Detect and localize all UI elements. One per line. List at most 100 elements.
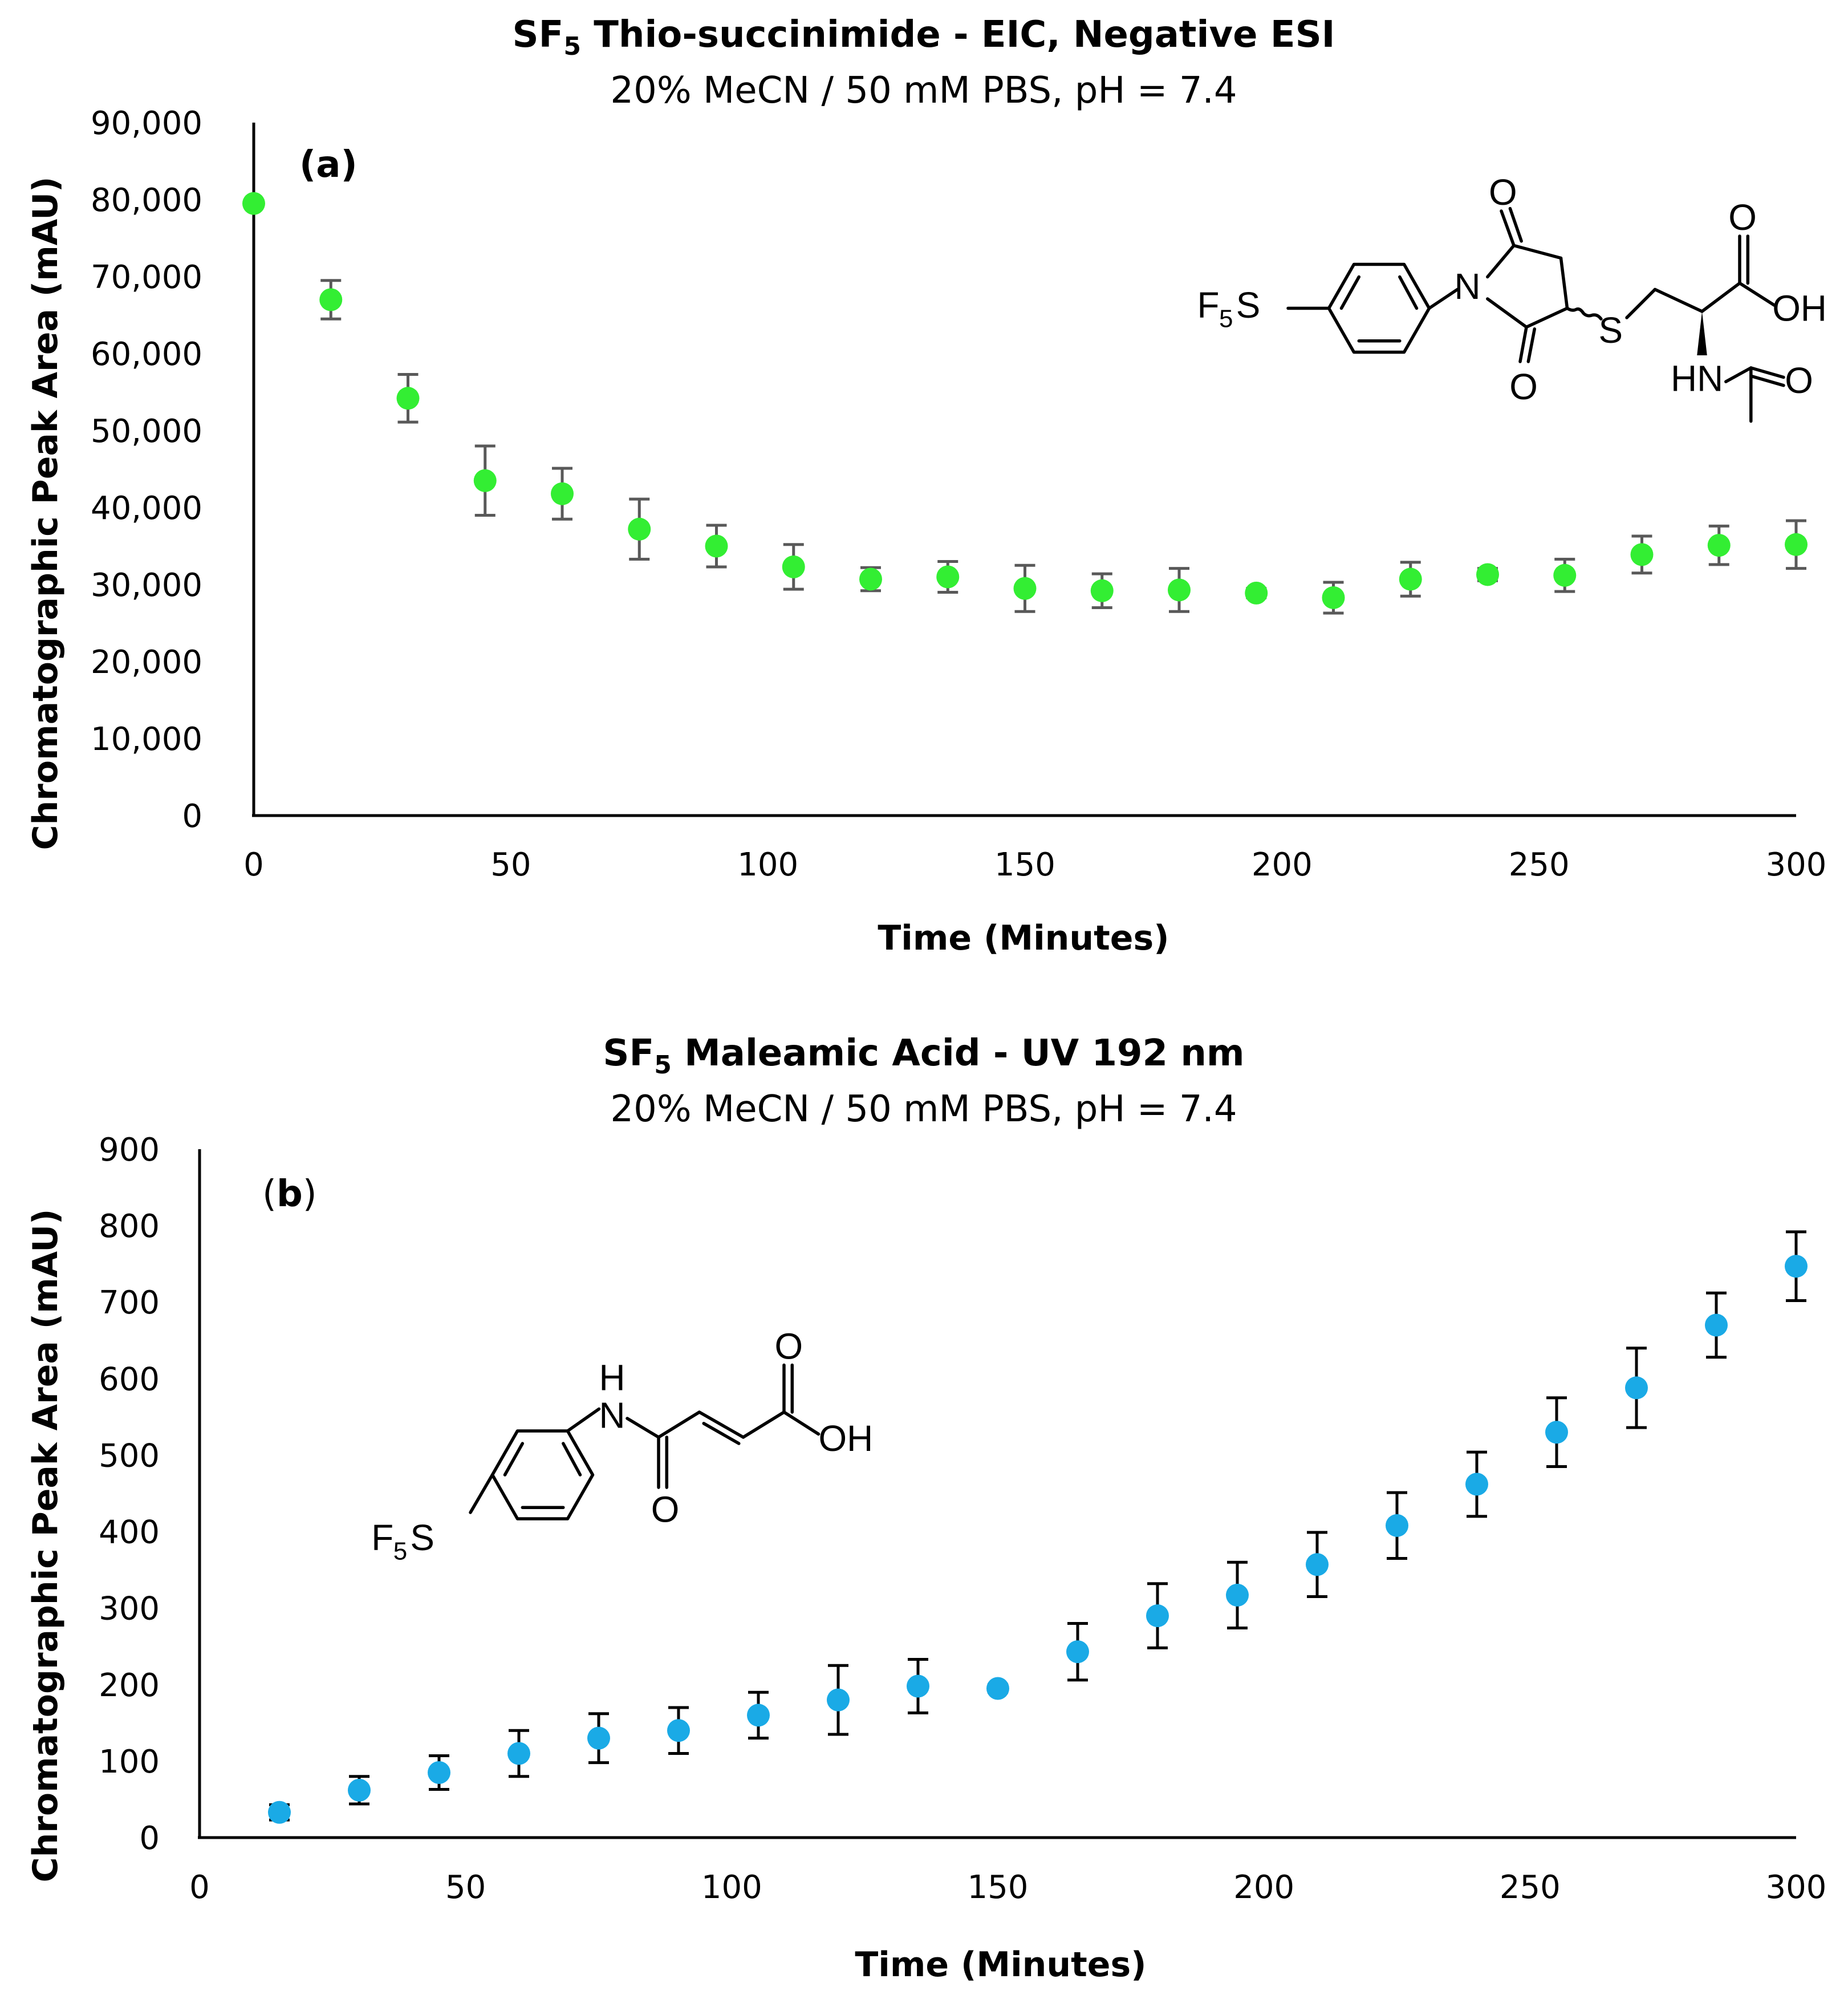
- struct-b-oh-label: OH: [819, 1418, 874, 1459]
- panel-b-label: (b): [262, 1173, 317, 1215]
- panel-b-data-point: [1066, 1640, 1089, 1664]
- panel-b-data-point: [507, 1742, 530, 1765]
- panel-b-data-point: [268, 1801, 291, 1824]
- panel-a-data-point: [396, 387, 420, 410]
- panel-a-subtitle: 20% MeCN / 50 mM PBS, pH = 7.4: [610, 70, 1237, 112]
- panel-a-data-point: [1707, 534, 1731, 557]
- panel-a-y-tick-label: 0: [182, 798, 202, 835]
- panel-a-data-point: [1090, 579, 1114, 602]
- panel-b-data-point: [587, 1726, 610, 1750]
- panel-a-data-point: [242, 192, 265, 215]
- panel-b-data-point: [1306, 1553, 1329, 1576]
- panel-a-data-point: [628, 517, 651, 541]
- panel-a-x-tick-label: 250: [1509, 846, 1570, 883]
- panel-a-y-tick-label: 10,000: [91, 721, 202, 758]
- panel-b-data-point: [428, 1761, 450, 1785]
- struct-a-f-label: F: [1197, 285, 1220, 326]
- struct-a-o4-label: O: [1785, 360, 1813, 401]
- panel-b-data-point: [1625, 1376, 1648, 1400]
- struct-b-f-subscript: 5: [393, 1538, 407, 1566]
- panel-b-y-tick-label: 400: [99, 1514, 160, 1551]
- struct-a-o2-label: O: [1509, 366, 1538, 407]
- panel-a-x-tick-label: 50: [490, 846, 531, 883]
- panel-a-x-tick-label: 100: [737, 846, 798, 883]
- panel-a-data-point: [551, 482, 574, 505]
- panel-b-y-tick-label: 800: [99, 1208, 160, 1245]
- struct-a-f-subscript: 5: [1219, 305, 1233, 333]
- struct-b-n-label: N: [599, 1395, 626, 1436]
- panel-a-x-ticks: 0 50 100 150 200 250 300: [243, 846, 1826, 883]
- panel-a-data-point: [1630, 543, 1654, 566]
- panel-b-y-tick-label: 300: [99, 1591, 160, 1628]
- panel-b-data-point: [1545, 1421, 1568, 1444]
- panel-b-data-point: [1785, 1255, 1808, 1278]
- panel-a-y-tick-label: 80,000: [91, 182, 202, 219]
- panel-b-data-point: [348, 1778, 371, 1802]
- panel-b-structure: F 5 S H N O O OH: [371, 1326, 873, 1566]
- panel-a-y-axis-label: Chromatographic Peak Area (mAU): [26, 177, 66, 850]
- struct-a-o1-label: O: [1489, 172, 1517, 213]
- panel-a-data-point: [859, 567, 882, 591]
- panel-b-x-tick-label: 150: [968, 1869, 1029, 1906]
- panel-b-x-axis-label: Time (Minutes): [855, 1945, 1146, 1985]
- panel-a-y-tick-label: 40,000: [91, 490, 202, 527]
- panel-a-data-point: [1399, 567, 1422, 591]
- panel-b-subtitle: 20% MeCN / 50 mM PBS, pH = 7.4: [610, 1088, 1237, 1130]
- struct-a-n-label: N: [1455, 266, 1481, 307]
- panel-a-data-point: [319, 288, 343, 311]
- panel-a-y-tick-label: 60,000: [91, 336, 202, 373]
- panel-a-y-tick-label: 70,000: [91, 259, 202, 296]
- panel-b-y-tick-label: 0: [139, 1820, 160, 1857]
- panel-b-y-tick-label: 600: [99, 1361, 160, 1398]
- panel-a-y-tick-label: 90,000: [91, 105, 202, 142]
- panel-a-x-tick-label: 0: [243, 846, 264, 883]
- panel-a-data-point: [705, 534, 728, 558]
- panel-a-y-tick-label: 30,000: [91, 567, 202, 604]
- panel-b-series: [268, 1230, 1808, 1824]
- struct-a-o3-label: O: [1728, 197, 1757, 238]
- panel-b-x-tick-label: 0: [189, 1869, 210, 1906]
- struct-a-oh-label: OH: [1772, 288, 1827, 329]
- panel-b-title: SF5 Maleamic Acid - UV 192 nm: [603, 1032, 1244, 1080]
- panel-b-y-tick-label: 700: [99, 1284, 160, 1321]
- panel-a-data-point: [1168, 578, 1191, 602]
- panel-a-series: [242, 192, 1808, 615]
- struct-a-hn-label: HN: [1671, 358, 1723, 399]
- panel-b-data-point: [986, 1677, 1009, 1700]
- panel-b-x-tick-label: 100: [701, 1869, 762, 1906]
- panel-a-data-point: [1476, 563, 1499, 586]
- panel-a-data-point: [936, 565, 960, 589]
- panel-b-data-point: [907, 1674, 929, 1698]
- panel-a-label: (a): [299, 144, 358, 186]
- panel-a-data-point: [1553, 563, 1577, 587]
- panel-a-x-tick-label: 300: [1766, 846, 1827, 883]
- panel-b-data-point: [1705, 1313, 1728, 1337]
- panel-a-chart: SF5 Thio-succinimide - EIC, Negative ESI…: [26, 14, 1827, 958]
- panel-a-title: SF5 Thio-succinimide - EIC, Negative ESI: [513, 14, 1335, 61]
- panel-b-x-ticks: 0 50 100 150 200 250 300: [189, 1869, 1826, 1906]
- struct-a-s-label: S: [1236, 285, 1261, 326]
- panel-a-y-ticks: 0 10,000 20,000 30,000 40,000 50,000 60,000 70,…: [91, 105, 202, 835]
- panel-a-data-point: [1322, 586, 1345, 609]
- panel-b-data-point: [1465, 1473, 1488, 1496]
- panel-b-data-point: [1146, 1604, 1169, 1628]
- panel-a-structure: F 5 S N O O S: [1197, 172, 1827, 423]
- panel-a-data-point: [1785, 533, 1808, 556]
- panel-a-x-tick-label: 150: [994, 846, 1055, 883]
- panel-b-x-tick-label: 50: [445, 1869, 486, 1906]
- panel-b-chart: SF5 Maleamic Acid - UV 192 nm 20% MeCN /…: [26, 1032, 1826, 1985]
- struct-b-s-label: S: [410, 1517, 434, 1558]
- panel-a-data-point: [782, 555, 805, 578]
- panel-b-y-axis-label: Chromatographic Peak Area (mAU): [26, 1209, 66, 1883]
- panel-a-y-tick-label: 20,000: [91, 644, 202, 681]
- panel-b-x-tick-label: 200: [1233, 1869, 1294, 1906]
- panel-a-data-point: [1013, 577, 1037, 600]
- struct-a-s2-label: S: [1599, 310, 1623, 351]
- panel-b-data-point: [1386, 1514, 1408, 1537]
- panel-b-data-point: [747, 1704, 770, 1727]
- panel-b-x-tick-label: 250: [1500, 1869, 1561, 1906]
- panel-a-x-tick-label: 200: [1252, 846, 1313, 883]
- panel-b-x-tick-label: 300: [1766, 1869, 1827, 1906]
- panel-a-x-axis-label: Time (Minutes): [878, 918, 1169, 958]
